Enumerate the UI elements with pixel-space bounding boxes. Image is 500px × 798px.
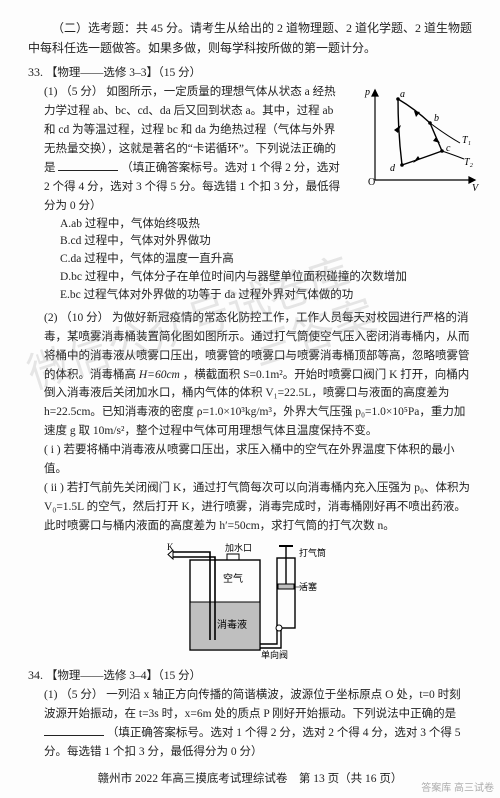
q33-ii: ( ii ) 若打气前先关闭阀门 K，通过打气筒每次可以向消毒桶内充入压强为 p… (44, 479, 472, 536)
label-xiaoduye: 消毒液 (217, 618, 247, 631)
q33-part2: (2) （10 分） 为做好新冠疫情的常态化防控工作，工作人员每天对校园进行严格… (44, 309, 472, 442)
pv-diagram: O V p (360, 85, 480, 195)
q33-H: H=60cm (139, 369, 180, 381)
q34-p1-points: （5 分） (60, 689, 103, 701)
q33-p1-points: （5 分） (60, 86, 103, 98)
label-kongqi: 空气 (223, 572, 243, 585)
opt-D: D.bc 过程中，气体分子在单位时间内与器壁单位面积碰撞的次数增加 (60, 269, 472, 287)
q33-subject: 【物理——选修 3–3】（15 分） (46, 67, 201, 79)
pv-T1: T₁ (462, 135, 471, 146)
q33-part1: (1) （5 分） 如图所示，一定质量的理想气体从状态 a 经热力学过程 ab、… (44, 83, 472, 216)
q33-i-label: ( i ) (44, 444, 61, 456)
q34-number: 34. (28, 668, 43, 682)
q34-p1-fillnote: （填正确答案标号。选对 1 个得 2 分，选对 2 个得 4 分，选对 3 个得… (44, 727, 461, 758)
q33-options: A.ab 过程中，气体始终吸热 B.cd 过程中，气体对外界做功 C.da 过程… (60, 216, 472, 305)
label-danxiangfa: 单向阀 (261, 649, 288, 660)
opt-E: E.bc 过程气体对外界做的功等于 da 过程外界对气体做的功 (60, 287, 472, 305)
pv-a: a (400, 89, 405, 100)
opt-B: B.cd 过程中，气体对外界做功 (60, 233, 472, 251)
q33-p2-points: （10 分） (60, 312, 109, 324)
opt-A: A.ab 过程中，气体始终吸热 (60, 216, 472, 234)
pv-O: O (368, 177, 375, 188)
opt-C: C.da 过程中，气体的温度一直升高 (60, 251, 472, 269)
bottle-diagram: K 加水口 空气 消毒液 打气筒 活塞 单向阀 (165, 540, 335, 660)
q34-p1-text: 一列沿 x 轴正方向传播的简谐横波，波源位于坐标原点 O 处，t=0 时刻波源开… (44, 689, 461, 720)
q33-ii-label: ( ii ) (44, 482, 64, 494)
q33-p1-label: (1) (44, 86, 57, 98)
q34-p1-label: (1) (44, 689, 57, 701)
fill-blank-34 (44, 725, 104, 736)
pv-b: b (434, 113, 439, 124)
question-33: 33. 【物理——选修 3–3】（15 分） (1) （5 分） 如图所示，一定… (28, 63, 472, 660)
pv-xlabel: V (472, 183, 480, 194)
pv-c: c (446, 143, 451, 154)
q33-number: 33. (28, 65, 43, 79)
fill-blank (58, 159, 118, 170)
section-heading: （二）选考题：共 45 分。请考生从给出的 2 道物理题、2 道化学题、2 道生… (28, 18, 472, 59)
exam-page: （二）选考题：共 45 分。请考生从给出的 2 道物理题、2 道化学题、2 道生… (0, 0, 500, 798)
pv-ylabel: p (364, 87, 370, 98)
page-footer: 赣州市 2022 年高三摸底考试理综试卷 第 13 页（共 16 页） (28, 770, 472, 786)
question-34: 34. 【物理——选修 3–4】（15 分） (1) （5 分） 一列沿 x 轴… (28, 666, 472, 762)
q34-part1: (1) （5 分） 一列沿 x 轴正方向传播的简谐横波，波源位于坐标原点 O 处… (44, 686, 472, 762)
label-jiashui: 加水口 (225, 542, 252, 553)
label-daqitong: 打气筒 (299, 547, 326, 558)
pv-T2: T₂ (464, 157, 474, 168)
label-huosai: 活塞 (299, 581, 317, 592)
q33-p2-label: (2) (44, 312, 57, 324)
q34-subject: 【物理——选修 3–4】（15 分） (46, 670, 201, 682)
pv-d: d (390, 163, 396, 174)
corner-stamp: 答案库 高三试卷 (421, 783, 494, 794)
q33-ii-text: 若打气前先关闭阀门 K，通过打气筒每次可以向消毒桶内充入压强为 p₀、体积为 V… (44, 482, 470, 532)
q33-i-text: 若要将桶中消毒液从喷雾口压出，求压入桶中的空气在外界温度下体积的最小值。 (44, 444, 454, 475)
q33-i: ( i ) 若要将桶中消毒液从喷雾口压出，求压入桶中的空气在外界温度下体积的最小… (44, 441, 472, 479)
